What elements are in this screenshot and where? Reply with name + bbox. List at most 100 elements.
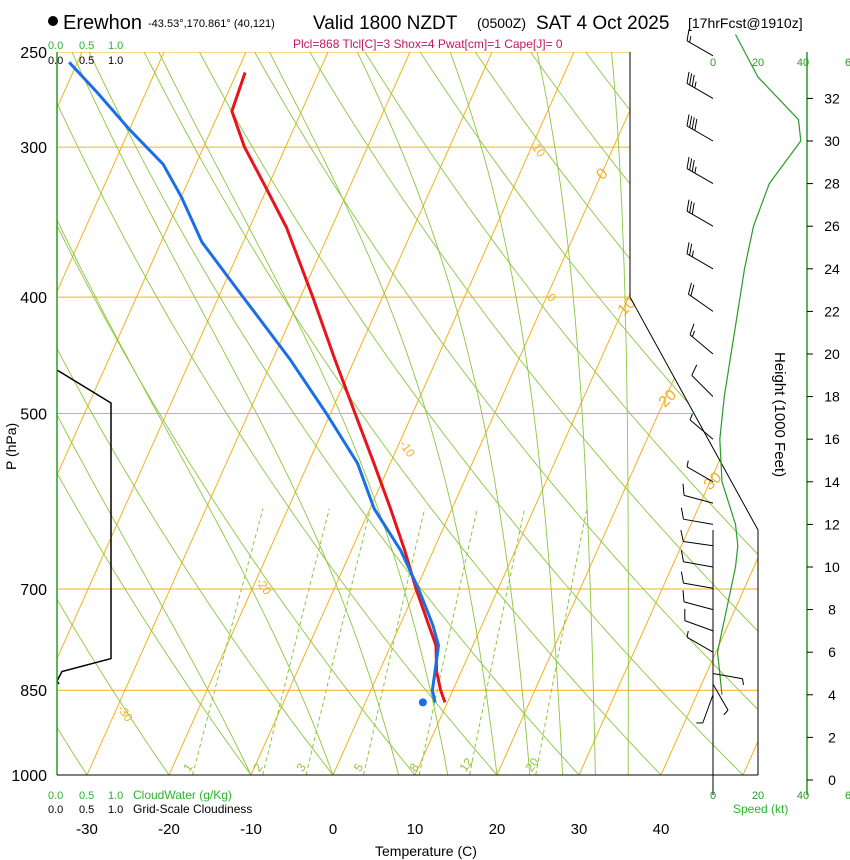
surface-dewpoint-dot [418,698,427,707]
wind-barb-flag [680,507,684,520]
wind-barb [680,507,714,525]
isotherm-line [250,52,575,775]
dry-adiabat-line [57,52,354,775]
moist-adiabat-line [269,52,498,775]
height-axis-title: Height (1000 Feet) [771,352,788,477]
dry-adiabat-line [57,52,104,775]
isotherm-line [332,52,657,775]
wind-barb-flag [686,199,690,212]
height-tick-label: 10 [824,559,840,575]
wind-barb-half [689,36,692,43]
dry-adiabat-line [187,52,758,775]
wind-barb-half [686,460,689,467]
wind-barb-flag [686,242,690,254]
speed-tick-bottom: 40 [797,790,809,802]
wind-barb [712,673,744,686]
wind-barb [686,156,714,185]
wind-barb-shaft [684,620,714,632]
wind-barb [686,199,714,227]
station-name: Erewhon [63,12,142,34]
speed-tick-top: 0 [710,57,716,69]
pressure-tick-label: 400 [20,290,47,307]
cloudiness-scale-top-05: 0.5 [79,55,94,67]
mixing-ratio-line [363,508,426,775]
wind-barb [684,608,714,632]
wind-barb-half [723,709,729,716]
dewpoint-line [68,61,440,703]
speed-tick-bottom: 20 [752,790,764,802]
wind-barb-flag [682,483,685,496]
wind-barb-half [686,630,689,638]
wind-barb-half [694,166,697,174]
wind-barb [680,529,714,547]
dry-adiabat-line [133,52,687,775]
temperature-tick-label: 20 [489,821,506,838]
wind-barb [691,364,714,397]
dry-adiabat-line [0,31,21,801]
wind-barb-flag [691,117,695,130]
pressure-tick-label: 300 [20,140,47,157]
wind-barb-shaft [688,293,714,312]
wind-barb [686,242,714,270]
mixing-ratio-line [262,508,330,775]
moist-adiabat-line [57,52,334,775]
height-tick-label: 28 [824,176,840,192]
moist-adiabat-line [356,52,531,775]
wind-barb-shaft [683,601,714,611]
pressure-tick-label: 1000 [11,768,47,785]
dry-adiabat-line [57,52,437,775]
wind-barb-shaft [686,210,714,227]
moist-adiabat-line [536,52,596,775]
isotherm-label: 10 [529,141,548,160]
height-tick-label: 30 [824,133,840,149]
cloudiness-scale-bottom-1: 1.0 [108,804,123,816]
height-tick-label: 20 [824,346,840,362]
cloudiness-scale-top-1: 1.0 [108,55,123,67]
height-tick-label: 14 [824,474,840,490]
wind-speed-line [716,34,802,695]
cloudwater-scale-bottom-1: 1.0 [108,790,123,802]
wind-barb [689,323,714,355]
utc-time: (0500Z) [477,15,526,31]
wind-barb-shaft [686,82,714,99]
temperature-tick-label: 10 [407,821,424,838]
height-tick-label: 22 [824,303,840,319]
isotherm-line [57,52,329,775]
wind-barb-flag [689,201,693,213]
cloudwater-scale-top-05: 0.5 [79,40,94,52]
wind-barb-shaft [689,334,714,355]
dry-adiabat-line [242,52,758,775]
station-coords: -43.53°,170.861° (40,121) [148,18,275,30]
wind-barb-flag [689,158,693,171]
cloudiness-label: Grid-Scale Cloudiness [133,802,252,816]
cloudwater-scale-top-0: 0.0 [48,40,63,52]
dry-adiabat-line [515,52,758,775]
wind-barb-shaft [683,541,714,547]
temperature-tick-label: 40 [653,821,670,838]
wind-barb [686,29,714,57]
x-axis-title: Temperature (C) [375,843,477,859]
cloudiness-scale-bottom-05: 0.5 [79,804,94,816]
cloudiness-scale-top-0: 0.0 [48,55,63,67]
forecast-info: [17hrFcst@1910z] [688,15,803,31]
height-tick-label: 2 [828,729,836,745]
moist-adiabat-line [57,52,252,775]
wind-barb [686,71,714,99]
wind-barb-flag [689,243,693,256]
isotherm-line [742,52,758,775]
height-tick-label: 24 [824,261,840,277]
height-tick-label: 8 [828,602,836,618]
speed-tick-top: 20 [752,57,764,69]
wind-barb-shaft [689,419,714,440]
temperature-tick-label: -30 [76,821,98,838]
wind-barb-shaft [712,683,729,711]
wind-barb-flag [680,529,684,542]
dry-adiabat-line [843,31,850,801]
wind-barb-shaft [683,582,714,589]
wind-barb-flag [687,282,692,295]
wind-barb-shaft [702,694,714,724]
height-tick-label: 12 [824,516,840,532]
pressure-tick-label: 500 [20,407,47,424]
